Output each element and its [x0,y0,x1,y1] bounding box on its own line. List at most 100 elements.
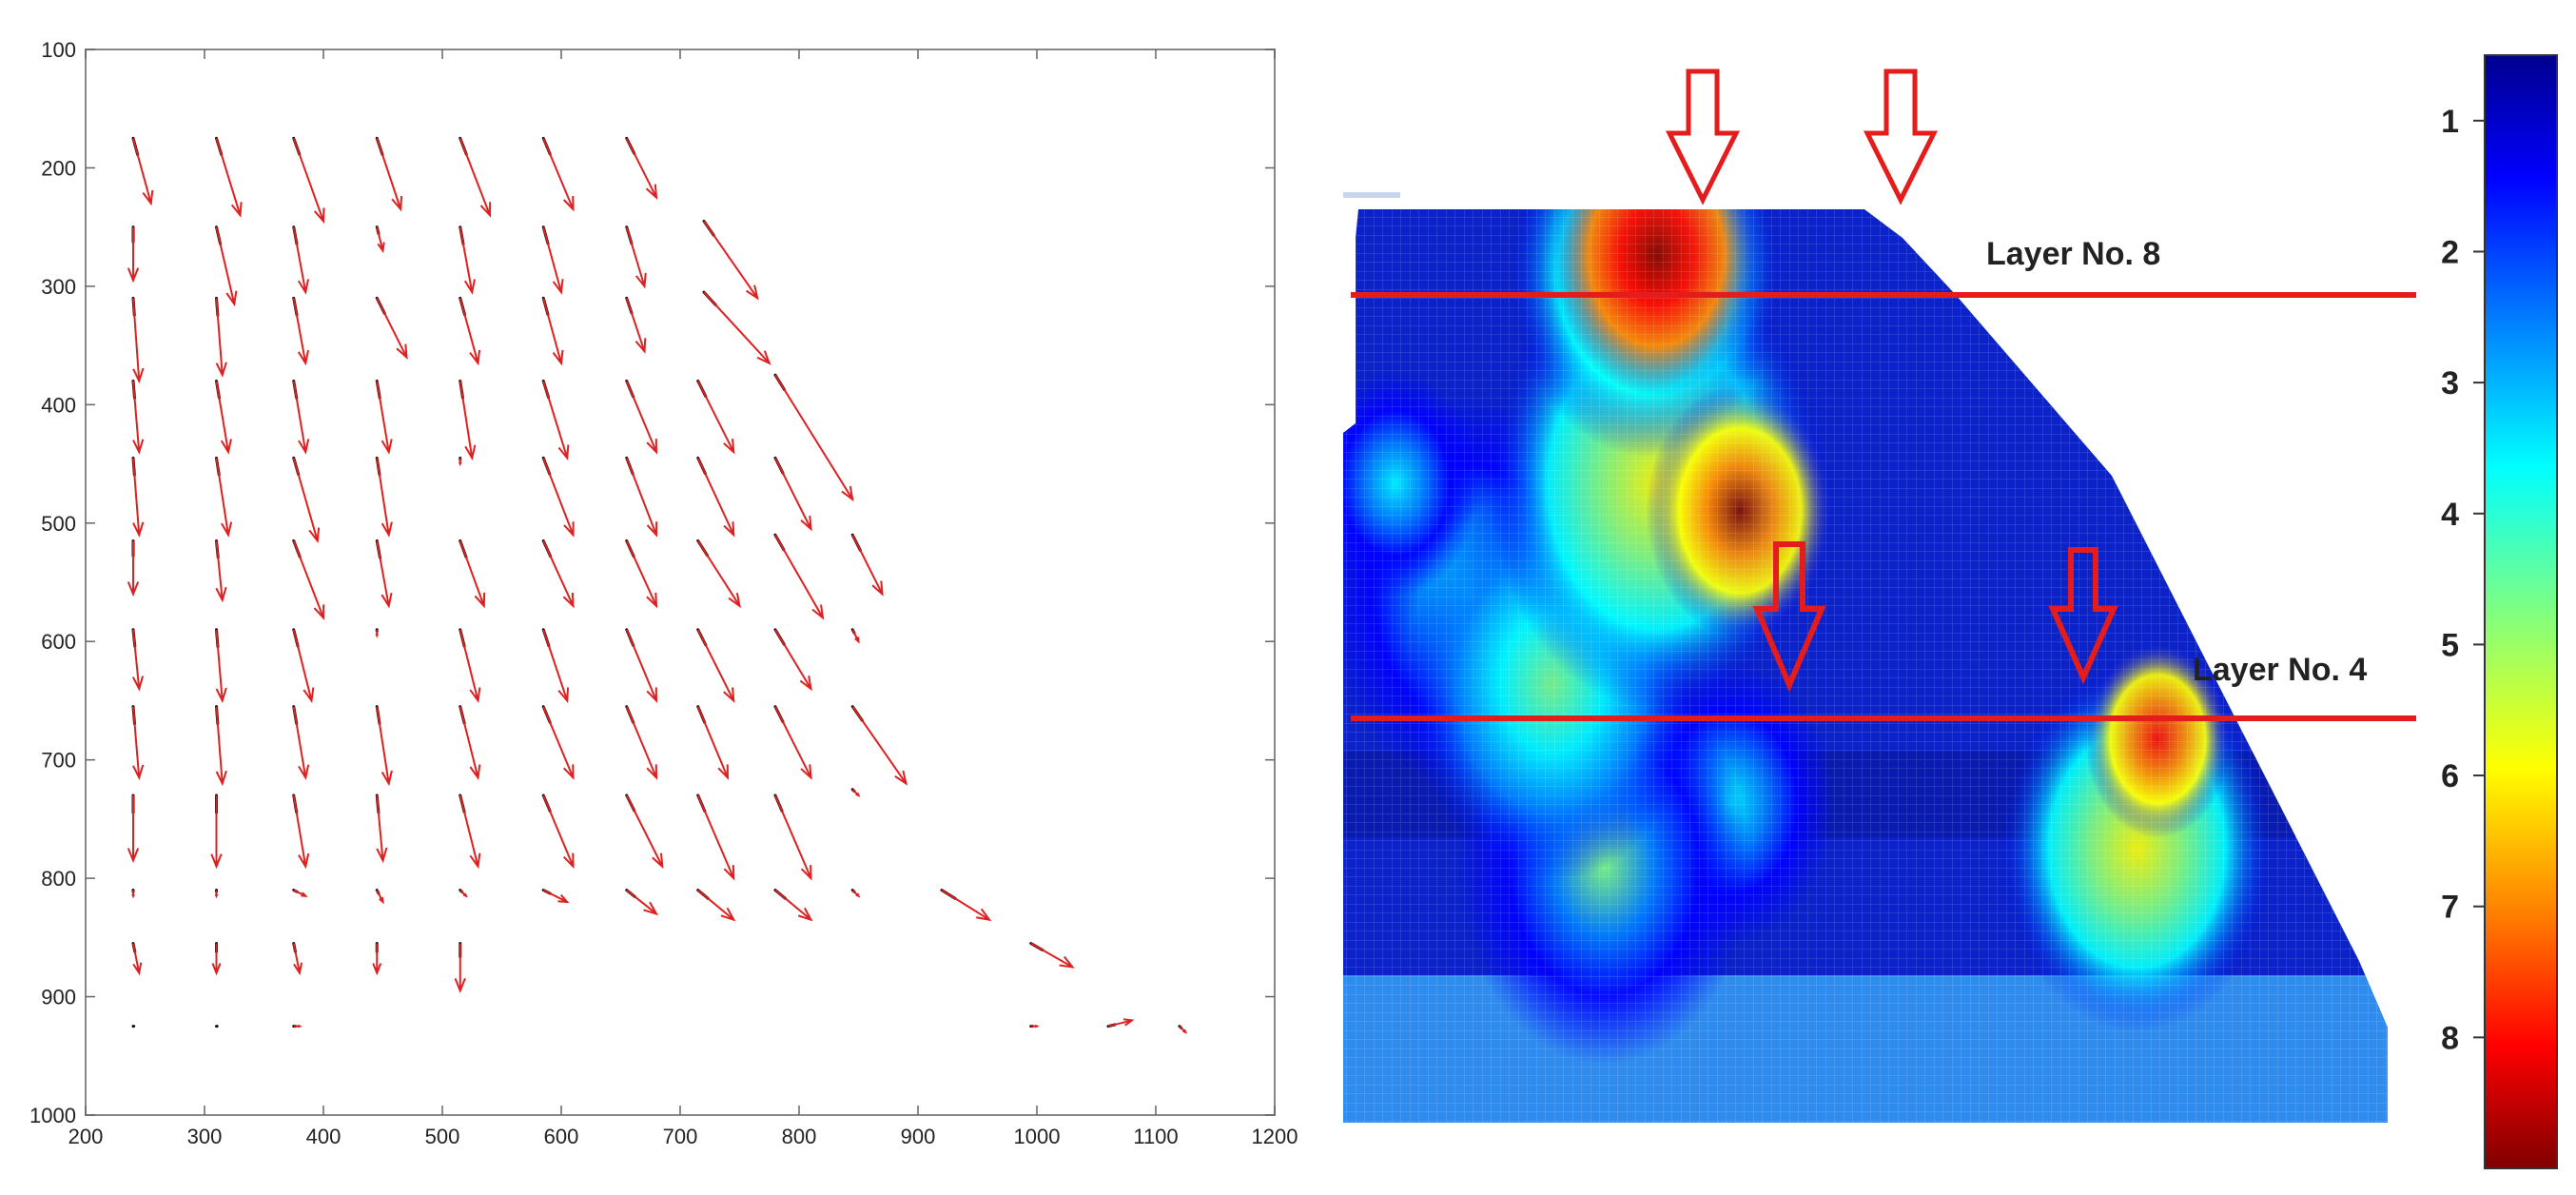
quiver-arrow [292,539,325,620]
heatmap-ghost-line [1343,192,1400,198]
quiver-arrow [215,705,227,787]
quiver-arrow [541,225,564,295]
quiver-arrow [696,379,735,455]
quiver-arrow [541,889,570,904]
y-tick-label: 800 [41,867,76,891]
quiver-arrow [702,219,759,301]
quiver-arrow [541,628,570,704]
quiver-arrow [292,296,310,366]
x-tick-label: 800 [782,1125,817,1148]
x-tick-label: 300 [187,1125,223,1148]
load-arrow-top-left [1665,69,1741,206]
quiver-arrow [773,889,813,922]
quiver-arrow [459,628,481,704]
x-tick-label: 1200 [1252,1125,1298,1148]
quiver-arrow [292,225,310,295]
quiver-arrow [696,628,735,703]
quiver-arrow [375,628,379,638]
quiver-arrow [541,793,575,870]
y-tick-label: 700 [41,749,76,773]
quiver-arrow [773,793,812,881]
quiver-arrow [375,539,393,609]
quiver-arrow [773,705,812,780]
quiver-arrow [215,296,227,378]
quiver-arrow [292,379,310,455]
y-tick-label: 500 [41,512,76,536]
quiver-arrow [215,379,232,455]
quiver-arrow [625,889,659,916]
quiver-arrow [292,1024,302,1028]
quiver-arrow [459,225,477,295]
colorbar-tick-label: 4 [2441,497,2459,533]
quiver-arrow [459,136,492,218]
x-tick-label: 700 [663,1125,698,1148]
quiver-arrow [131,136,154,206]
quiver-arrow [375,296,408,360]
quiver-arrow [850,533,884,597]
layer-4-label: Layer No. 4 [2193,652,2367,688]
colorbar-ticks: 1 2 3 4 5 6 7 8 [2441,104,2485,1056]
quiver-arrow [131,456,145,538]
quiver-arrow [1029,942,1075,969]
quiver-arrow [850,628,860,644]
y-tick-label: 200 [41,156,76,180]
quiver-arrow [459,296,481,366]
quiver-arrow [131,705,145,781]
quiver-arrow [375,225,385,254]
y-tick-label: 100 [41,38,76,62]
quiver-arrow [215,539,227,603]
quiver-arrow [541,705,575,780]
colorbar-tick-label: 1 [2441,104,2459,140]
quiver-arrow [696,539,741,609]
quiver-arrow [127,225,140,284]
quiver-arrow [375,705,393,787]
quiver-arrow [696,705,730,780]
quiver-arrow [541,539,575,609]
quiver-arrow [773,533,825,620]
quiver-arrow [850,705,908,786]
quiver-arrow [375,889,384,905]
quiver-arrow [541,379,570,460]
quiver-arrow [292,942,302,976]
quiver-arrow [773,373,854,502]
quiver-arrow [211,942,222,976]
quiver-arrow [940,889,992,922]
colorbar [2484,54,2558,1169]
quiver-arrow [372,942,382,976]
quiver-arrow [625,225,647,289]
quiver-arrows [127,136,1188,1034]
quiver-plot-area [85,49,1276,1116]
quiver-arrow [459,456,462,467]
colorbar-tick-label: 6 [2441,758,2459,794]
heatmap-mesh [1343,209,2388,1123]
quiver-x-axis: 200 300 400 500 600 700 800 900 1000 1100 1200 [68,49,1298,1148]
colorbar-tick-label: 7 [2441,890,2459,926]
quiver-arrow [375,793,388,864]
quiver-arrow [625,136,658,200]
quiver-arrow [541,296,564,366]
x-tick-label: 200 [68,1125,104,1148]
quiver-arrow [696,889,736,922]
quiver-arrow [375,379,393,455]
x-tick-label: 500 [425,1125,460,1148]
heatmap-panel: Layer No. 8 Layer No. 4 1 2 3 4 5 6 7 8 [1343,54,2558,1169]
quiver-arrow [131,942,143,976]
quiver-arrow [625,539,658,609]
quiver-arrow [625,705,658,780]
quiver-arrow [459,889,468,898]
quiver-arrow [215,225,238,307]
quiver-arrow [214,889,219,899]
quiver-arrow [215,628,227,704]
quiver-arrow [625,456,658,538]
quiver-arrow [215,456,233,538]
quiver-arrow [1178,1025,1188,1034]
quiver-arrow [1106,1018,1135,1028]
quiver-arrow [127,539,140,598]
quiver-arrow [625,379,658,455]
y-tick-label: 400 [41,393,76,417]
load-arrow-top-right [1863,69,1939,206]
quiver-arrow [696,456,735,538]
quiver-arrow [702,290,771,365]
quiver-arrow [292,456,321,544]
